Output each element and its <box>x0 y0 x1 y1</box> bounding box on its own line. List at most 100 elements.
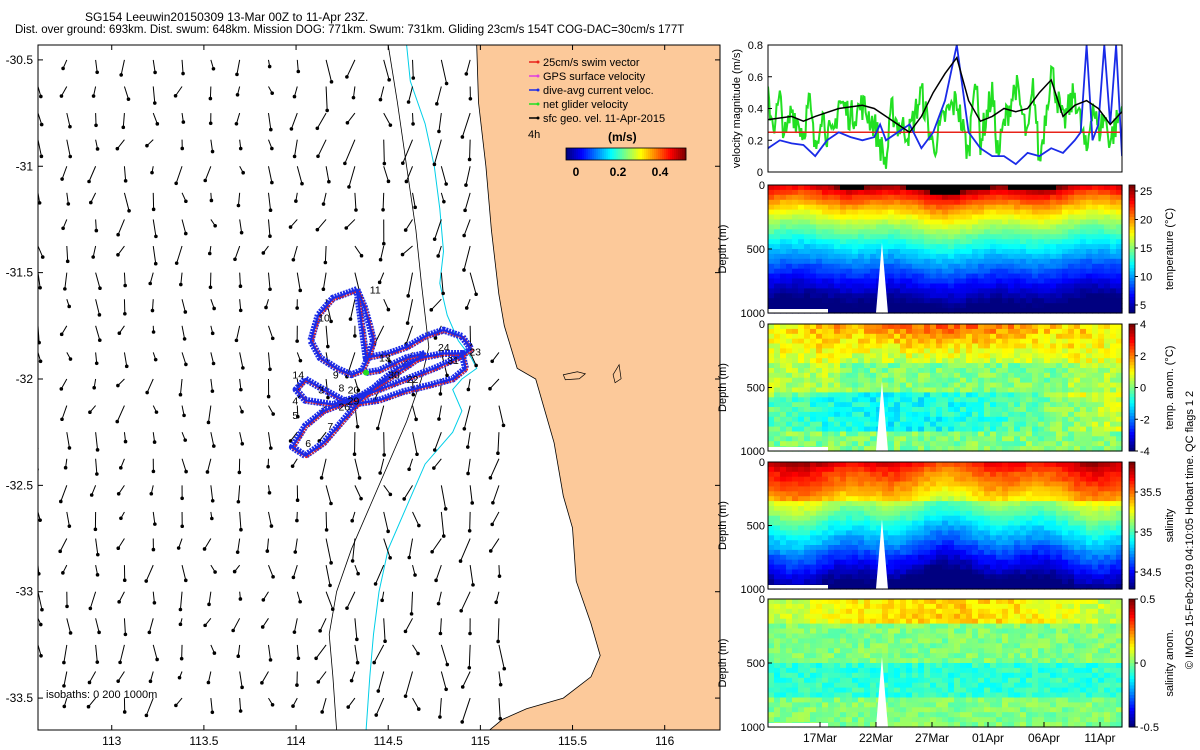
heatmap-cell <box>888 402 895 408</box>
heatmap-cell <box>1002 407 1009 413</box>
heatmap-cell <box>906 411 913 418</box>
arrow-head <box>122 578 127 583</box>
heatmap-cell <box>876 268 883 275</box>
arrow <box>325 378 329 398</box>
heatmap-cell <box>834 530 841 536</box>
heatmap-cell <box>960 249 967 255</box>
heatmap-cell <box>834 501 841 507</box>
heatmap-cell <box>834 185 841 191</box>
arrow <box>433 139 442 165</box>
heatmap-cell <box>1116 324 1123 330</box>
heatmap-cell <box>816 392 823 398</box>
heatmap-cell <box>870 298 877 304</box>
heatmap-cell <box>810 372 817 379</box>
heatmap-cell <box>804 407 811 413</box>
heatmap-cell <box>966 441 973 447</box>
heatmap-cell <box>840 506 847 512</box>
heatmap-cell <box>906 579 913 585</box>
heatmap-cell <box>1014 387 1021 393</box>
heatmap-cell <box>834 416 841 423</box>
heatmap-cell <box>1014 308 1021 314</box>
map-colorbar-cell <box>642 148 645 160</box>
heatmap-cell <box>954 368 961 374</box>
heatmap-cell <box>1074 209 1081 216</box>
heatmap-cell <box>1086 219 1093 225</box>
heatmap-cell <box>846 219 853 225</box>
heatmap-cell <box>1116 372 1123 379</box>
heatmap-cell <box>1014 363 1021 369</box>
heatmap-cell <box>786 368 793 374</box>
heatmap-cell <box>978 421 985 428</box>
heatmap-cell <box>1020 426 1027 433</box>
heatmap-cell <box>948 525 955 531</box>
heatmap-cell <box>984 397 991 403</box>
arrow-head <box>441 534 446 538</box>
heatmap-cell <box>1104 324 1111 330</box>
heatmap-cell <box>780 283 787 289</box>
heatmap-cell <box>870 387 877 393</box>
heatmap-cell <box>966 253 973 260</box>
heatmap-cell <box>936 214 943 220</box>
heatmap-cell <box>918 569 925 575</box>
heatmap-cell <box>930 411 937 418</box>
arrow-head <box>87 179 91 184</box>
heatmap-cell <box>888 520 895 527</box>
heatmap-cell <box>960 446 967 452</box>
heatmap-cell <box>780 358 787 364</box>
heatmap-cell <box>804 219 811 225</box>
heatmap-cell <box>870 353 877 359</box>
arrow <box>405 325 414 345</box>
heatmap-cell <box>840 471 847 478</box>
heatmap-cell <box>786 288 793 294</box>
heatmap-cell <box>798 569 805 575</box>
heatmap-cell <box>882 402 889 408</box>
map-colorbar-tick: 0.4 <box>652 165 669 179</box>
heatmap-cell <box>858 387 865 393</box>
heatmap-cell <box>774 402 781 408</box>
heatmap-cell <box>792 515 799 522</box>
arrow <box>325 591 334 610</box>
heatmap-cell <box>1068 343 1075 349</box>
heatmap-cell <box>1098 436 1105 442</box>
heatmap-cell <box>1116 224 1123 230</box>
heatmap-cell <box>1098 298 1105 304</box>
arrow <box>321 458 327 478</box>
heatmap-cell <box>834 377 841 384</box>
heatmap-cell <box>966 421 973 428</box>
heatmap-cell <box>888 584 895 590</box>
heatmap-cell <box>1014 263 1021 270</box>
heatmap-cell <box>1026 249 1033 255</box>
heatmap-cell <box>1104 353 1111 359</box>
heatmap-cell <box>882 416 889 423</box>
heatmap-cell <box>960 185 967 191</box>
arrow-head <box>470 501 475 505</box>
arrow-head <box>60 417 64 422</box>
arrow-head <box>444 687 448 692</box>
arrow-head <box>292 630 297 634</box>
heatmap-cell <box>798 298 805 304</box>
heatmap-cell <box>858 283 865 289</box>
arrow <box>152 511 156 525</box>
arrow <box>354 458 361 479</box>
heatmap-cell <box>1092 298 1099 304</box>
heatmap-cell <box>1008 239 1015 245</box>
heatmap-cell <box>1110 209 1117 216</box>
heatmap-cell <box>1014 411 1021 418</box>
arrow-head <box>386 179 391 184</box>
heatmap-cell <box>984 416 991 423</box>
arrow <box>498 671 502 685</box>
heatmap-cell <box>1044 258 1051 265</box>
arrow-head <box>330 607 335 612</box>
arrow-head <box>501 423 506 428</box>
heatmap-cell <box>876 545 883 551</box>
heatmap-cell <box>810 363 817 369</box>
map-colorbar-cell <box>654 148 657 160</box>
arrow-head <box>144 579 149 583</box>
heatmap-cell <box>858 554 865 561</box>
arrow <box>352 86 356 98</box>
heatmap-cell <box>960 244 967 250</box>
heatmap-cell <box>1020 402 1027 408</box>
heatmap-cell <box>846 510 853 517</box>
legend-swatch-head <box>536 88 540 92</box>
